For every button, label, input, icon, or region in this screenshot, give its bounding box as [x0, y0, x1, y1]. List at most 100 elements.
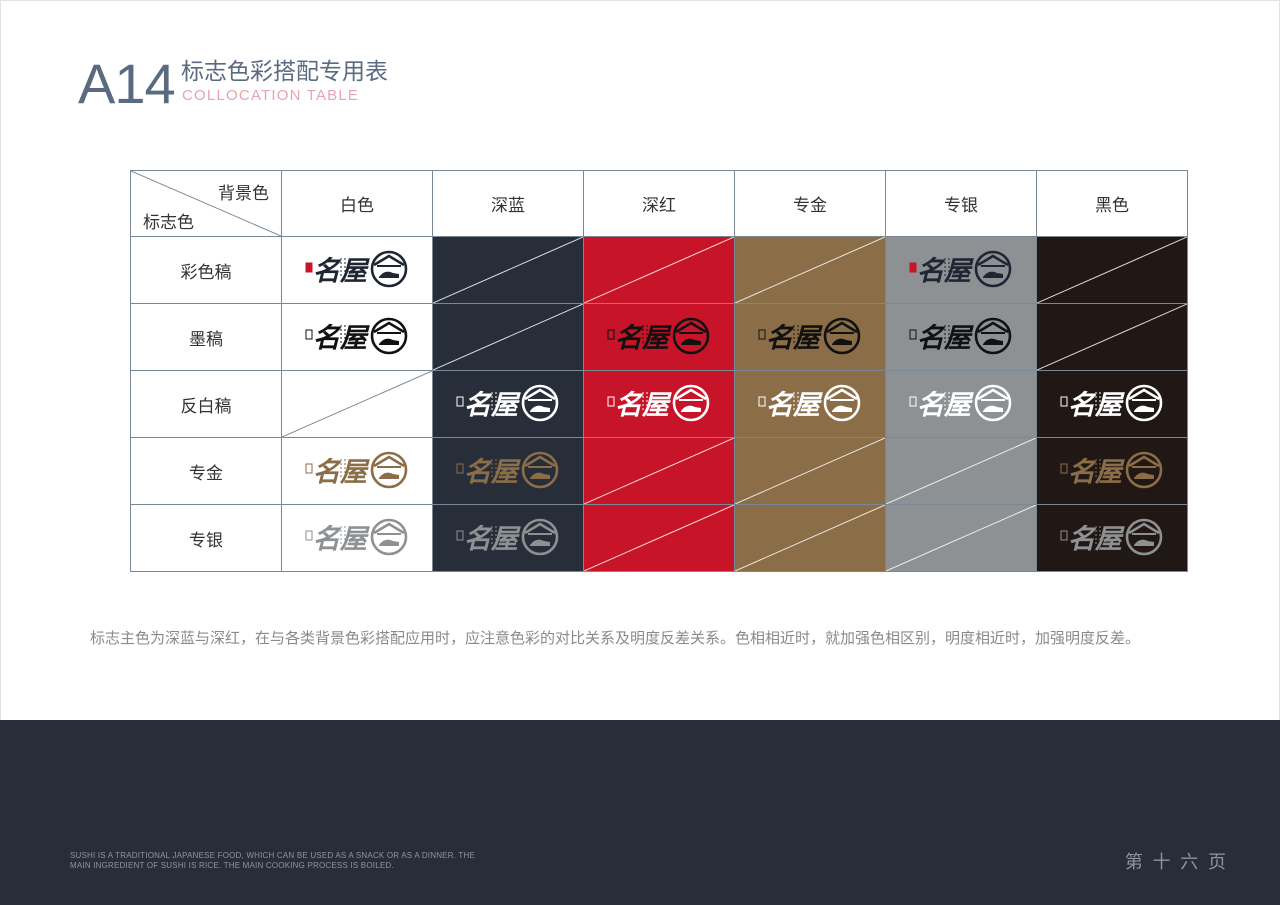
- not-applicable-cell: [1036, 236, 1188, 304]
- logo-cell: 名屋: [885, 370, 1037, 438]
- column-header: 白色: [281, 170, 433, 237]
- not-applicable-slash: [735, 237, 885, 303]
- logo-cell: 名屋: [281, 303, 433, 371]
- section-code: A14: [78, 52, 176, 115]
- brand-logo: 名屋: [456, 518, 559, 556]
- table-row: 墨稿 名屋 名屋 名屋 名屋: [130, 303, 1188, 371]
- brand-logo: 名屋: [909, 384, 1012, 422]
- logo-cell: 名屋: [1036, 504, 1188, 572]
- not-applicable-slash: [735, 438, 885, 504]
- not-applicable-slash: [584, 505, 734, 571]
- logo-cell: 名屋: [583, 303, 735, 371]
- page-subtitle: COLLOCATION TABLE: [182, 87, 360, 104]
- not-applicable-cell: [734, 236, 886, 304]
- not-applicable-slash: [735, 505, 885, 571]
- page-number: 第 十 六 页: [1124, 852, 1228, 873]
- not-applicable-cell: [432, 236, 584, 304]
- brand-logo: 名屋: [456, 451, 559, 489]
- logo-cell: 名屋: [885, 236, 1037, 304]
- logo-wrap: 名屋: [909, 382, 1013, 426]
- row-header: 彩色稿: [130, 236, 282, 304]
- row-header: 专金: [130, 437, 282, 505]
- logo-cell: 名屋: [583, 370, 735, 438]
- row-header: 专银: [130, 504, 282, 572]
- logo-wrap: 名屋: [758, 382, 862, 426]
- logo-wrap: 名屋: [1060, 382, 1164, 426]
- logo-cell: 名屋: [885, 303, 1037, 371]
- row-header: 墨稿: [130, 303, 282, 371]
- table-row: 专金 名屋 名屋 名屋: [130, 437, 1188, 505]
- not-applicable-slash: [584, 438, 734, 504]
- logo-wrap: 名屋: [305, 315, 409, 359]
- logo-cell: 名屋: [281, 236, 433, 304]
- brand-logo: 名屋: [607, 384, 710, 422]
- logo-wrap: 名屋: [305, 516, 409, 560]
- not-applicable-cell: [583, 236, 735, 304]
- logo-cell: 名屋: [1036, 437, 1188, 505]
- brand-logo: 名屋: [1060, 451, 1163, 489]
- not-applicable-slash: [433, 304, 583, 370]
- logo-wrap: 名屋: [607, 382, 711, 426]
- column-header: 深蓝: [432, 170, 584, 237]
- logo-wrap: 名屋: [909, 248, 1013, 292]
- table-header-row: 背景色 标志色 白色 深蓝 深红 专金 专银 黑色: [130, 170, 1188, 237]
- logo-wrap: 名屋: [909, 315, 1013, 359]
- logo-wrap: 名屋: [456, 516, 560, 560]
- logo-cell: 名屋: [432, 504, 584, 572]
- column-header: 黑色: [1036, 170, 1188, 237]
- brand-logo: 名屋: [1060, 384, 1163, 422]
- logo-cell: 名屋: [734, 303, 886, 371]
- brand-logo: 名屋: [456, 384, 559, 422]
- not-applicable-cell: [281, 370, 433, 438]
- column-header: 专金: [734, 170, 886, 237]
- corner-diagonal: [131, 171, 281, 236]
- not-applicable-cell: [734, 504, 886, 572]
- not-applicable-cell: [583, 437, 735, 505]
- not-applicable-slash: [433, 237, 583, 303]
- not-applicable-slash: [1037, 237, 1187, 303]
- column-header: 深红: [583, 170, 735, 237]
- not-applicable-cell: [885, 504, 1037, 572]
- brand-logo: 名屋: [305, 317, 408, 355]
- table-row: 专银 名屋 名屋 名屋: [130, 504, 1188, 572]
- brand-logo: 名屋: [758, 317, 861, 355]
- brand-logo: 名屋: [909, 250, 1012, 288]
- column-header: 专银: [885, 170, 1037, 237]
- not-applicable-slash: [1037, 304, 1187, 370]
- collocation-table: 背景色 标志色 白色 深蓝 深红 专金 专银 黑色 彩色稿 名屋 名屋 墨稿 名屋 名屋 名屋 名屋 反白…: [130, 170, 1188, 572]
- logo-wrap: 名屋: [1060, 516, 1164, 560]
- logo-wrap: 名屋: [1060, 449, 1164, 493]
- logo-cell: 名屋: [1036, 370, 1188, 438]
- not-applicable-cell: [583, 504, 735, 572]
- logo-cell: 名屋: [281, 504, 433, 572]
- logo-cell: 名屋: [432, 437, 584, 505]
- not-applicable-cell: [734, 437, 886, 505]
- footer-description: SUSHI IS A TRADITIONAL JAPANESE FOOD, WH…: [70, 851, 476, 870]
- logo-cell: 名屋: [432, 370, 584, 438]
- logo-wrap: 名屋: [305, 449, 409, 493]
- brand-logo: 名屋: [1060, 518, 1163, 556]
- not-applicable-slash: [282, 371, 432, 437]
- not-applicable-slash: [886, 438, 1036, 504]
- logo-wrap: 名屋: [758, 315, 862, 359]
- corner-label-logo: 标志色: [143, 213, 194, 233]
- corner-label-background: 背景色: [218, 184, 269, 204]
- table-row: 反白稿 名屋 名屋 名屋 名屋 名屋: [130, 370, 1188, 438]
- brand-logo: 名屋: [758, 384, 861, 422]
- page-title: 标志色彩搭配专用表: [181, 59, 388, 85]
- logo-wrap: 名屋: [305, 248, 409, 292]
- logo-wrap: 名屋: [607, 315, 711, 359]
- not-applicable-slash: [886, 505, 1036, 571]
- usage-note: 标志主色为深蓝与深红，在与各类背景色彩搭配应用时，应注意色彩的对比关系及明度反差…: [90, 629, 1141, 647]
- logo-cell: 名屋: [734, 370, 886, 438]
- table-corner-cell: 背景色 标志色: [130, 170, 282, 237]
- table-row: 彩色稿 名屋 名屋: [130, 236, 1188, 304]
- row-header: 反白稿: [130, 370, 282, 438]
- logo-wrap: 名屋: [456, 382, 560, 426]
- not-applicable-cell: [432, 303, 584, 371]
- not-applicable-slash: [584, 237, 734, 303]
- logo-wrap: 名屋: [456, 449, 560, 493]
- not-applicable-cell: [1036, 303, 1188, 371]
- footer-band: SUSHI IS A TRADITIONAL JAPANESE FOOD, WH…: [0, 720, 1280, 905]
- not-applicable-cell: [885, 437, 1037, 505]
